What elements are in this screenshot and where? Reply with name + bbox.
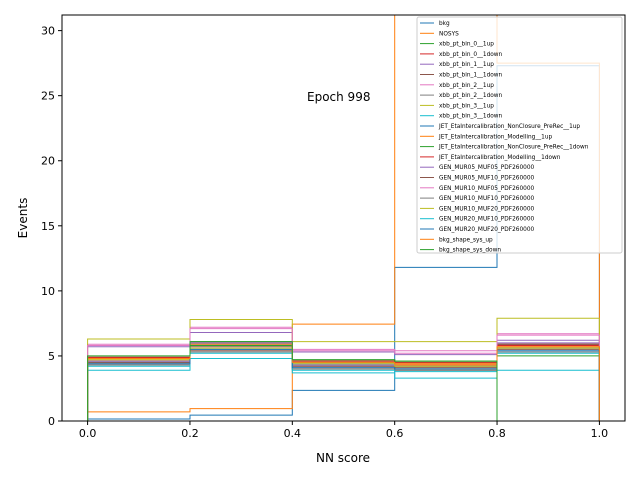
legend-label: xbb_pt_bin_3__1up (439, 103, 494, 109)
legend-label: xbb_pt_bin_1__1down (439, 73, 503, 79)
y-tick-label: 15 (41, 220, 55, 233)
y-tick-label: 0 (48, 415, 55, 428)
x-tick-label: 0.0 (79, 427, 97, 440)
legend-label: xbb_pt_bin_1__1up (439, 62, 494, 68)
y-tick-label: 10 (41, 285, 55, 298)
x-tick-label: 0.8 (488, 427, 506, 440)
series-line-20 (87, 348, 600, 421)
series-line-14 (87, 342, 600, 421)
x-axis-ticks: 0.0 0.2 0.4 0.6 0.8 1.0 (79, 421, 608, 440)
legend-label: NOSYS (439, 31, 459, 37)
x-tick-label: 1.0 (591, 427, 609, 440)
legend: bkg NOSYS xbb_pt_bin_0__1up xbb_pt_bin_0__1… (416, 16, 623, 254)
series-line-9 (87, 358, 600, 421)
x-tick-label: 0.4 (284, 427, 302, 440)
legend-label: xbb_pt_bin_0__1down (439, 52, 503, 58)
series-layer (87, 15, 600, 421)
legend-label: GEN_MUR20_MUF20_PDF260000 (439, 227, 535, 233)
legend-label: GEN_MUR10_MUF10_PDF260000 (439, 196, 535, 202)
y-axis-label: Events (16, 198, 30, 239)
series-line-21 (87, 343, 600, 421)
legend-label: xbb_pt_bin_2__1up (439, 83, 494, 89)
x-axis-label: NN score (316, 451, 370, 465)
legend-label: xbb_pt_bin_3__1down (439, 114, 503, 120)
legend-label: JET_EtaIntercalibration_NonClosure_PreRe… (438, 145, 589, 151)
legend-label: bkg_shape_sys_up (439, 237, 493, 243)
legend-label: GEN_MUR10_MUF05_PDF260000 (439, 186, 535, 192)
legend-label: JET_EtaIntercalibration_Modelling__1up (438, 134, 552, 140)
y-tick-label: 30 (41, 25, 55, 38)
x-tick-label: 0.6 (386, 427, 404, 440)
y-axis-ticks: 0 5 10 15 20 25 30 (41, 25, 62, 428)
legend-label: GEN_MUR05_MUF10_PDF260000 (439, 176, 535, 182)
series-line-16 (87, 328, 600, 421)
series-line-18 (87, 347, 600, 421)
series-line-4 (87, 332, 600, 421)
y-tick-label: 25 (41, 90, 55, 103)
series-line-22 (87, 341, 600, 421)
epoch-annotation: Epoch 998 (307, 90, 370, 104)
series-line-17 (87, 351, 600, 421)
y-tick-label: 20 (41, 155, 55, 168)
legend-label: GEN_MUR20_MUF10_PDF260000 (439, 217, 535, 223)
legend-box (416, 16, 623, 254)
legend-label: GEN_MUR05_MUF05_PDF260000 (439, 165, 535, 171)
legend-label: bkg_shape_sys_down (439, 248, 501, 254)
legend-label: xbb_pt_bin_2__1down (439, 93, 503, 99)
legend-label: GEN_MUR10_MUF20_PDF260000 (439, 206, 535, 212)
x-tick-label: 0.2 (181, 427, 199, 440)
series-line-15 (87, 343, 600, 421)
plot-frame (61, 14, 626, 422)
legend-label: xbb_pt_bin_0__1up (439, 42, 494, 48)
legend-label: JET_EtaIntercalibration_Modelling__1down (438, 155, 561, 161)
legend-label: bkg (439, 21, 450, 27)
series-line-19 (87, 352, 600, 421)
legend-label: JET_EtaIntercalibration_NonClosure_PreRe… (438, 124, 580, 130)
series-line-6 (87, 326, 600, 421)
y-tick-label: 5 (48, 350, 55, 363)
